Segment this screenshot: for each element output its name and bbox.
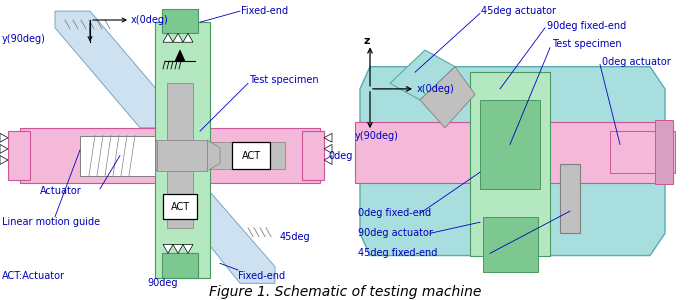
Bar xyxy=(8,131,30,180)
Text: Linear motion guide: Linear motion guide xyxy=(2,217,100,227)
Text: Test specimen: Test specimen xyxy=(249,75,319,85)
Polygon shape xyxy=(0,156,8,164)
Text: Figure 1. Schematic of testing machine: Figure 1. Schematic of testing machine xyxy=(209,285,481,299)
Text: 0deg fixed-end: 0deg fixed-end xyxy=(358,208,431,218)
Text: Fixed-end: Fixed-end xyxy=(238,271,285,281)
Bar xyxy=(163,194,197,219)
Polygon shape xyxy=(324,133,332,142)
Bar xyxy=(483,217,538,272)
Polygon shape xyxy=(0,133,8,142)
Text: 45deg actuator: 45deg actuator xyxy=(481,6,556,16)
Text: 0deg actuator: 0deg actuator xyxy=(602,57,671,67)
Polygon shape xyxy=(167,83,193,144)
Bar xyxy=(480,100,540,189)
Text: x(0deg): x(0deg) xyxy=(131,15,169,25)
Polygon shape xyxy=(324,144,332,153)
Bar xyxy=(610,131,675,173)
Polygon shape xyxy=(175,50,185,61)
Text: ACT:Actuator: ACT:Actuator xyxy=(2,271,65,281)
Polygon shape xyxy=(163,244,173,253)
Bar xyxy=(655,120,673,184)
Text: x(0deg): x(0deg) xyxy=(417,84,455,94)
Text: Test specimen: Test specimen xyxy=(552,39,622,50)
Bar xyxy=(80,136,155,175)
Text: y(90deg): y(90deg) xyxy=(355,130,399,141)
Text: 90deg fixed-end: 90deg fixed-end xyxy=(547,21,627,31)
Text: 45deg: 45deg xyxy=(280,232,311,242)
Text: z: z xyxy=(364,36,371,46)
Polygon shape xyxy=(167,169,193,228)
Polygon shape xyxy=(324,156,332,164)
Polygon shape xyxy=(420,67,475,128)
Bar xyxy=(20,128,320,183)
Polygon shape xyxy=(157,140,207,171)
Text: ACT: ACT xyxy=(241,151,261,160)
Text: 90deg: 90deg xyxy=(148,278,178,288)
Polygon shape xyxy=(0,144,8,153)
Bar xyxy=(155,22,210,278)
Polygon shape xyxy=(183,244,193,253)
Polygon shape xyxy=(207,140,220,171)
Bar xyxy=(232,142,270,169)
Polygon shape xyxy=(173,244,183,253)
Polygon shape xyxy=(390,50,455,100)
Polygon shape xyxy=(80,142,155,169)
Polygon shape xyxy=(173,33,183,42)
Bar xyxy=(470,72,550,256)
Text: ACT: ACT xyxy=(170,202,190,212)
Polygon shape xyxy=(163,33,173,42)
Text: 45deg fixed-end: 45deg fixed-end xyxy=(358,248,437,258)
Bar xyxy=(302,131,324,180)
Text: Actuator: Actuator xyxy=(40,186,81,196)
Text: y(90deg): y(90deg) xyxy=(2,34,46,44)
Polygon shape xyxy=(55,11,175,128)
Text: 0deg: 0deg xyxy=(328,151,353,160)
Polygon shape xyxy=(560,164,580,233)
Bar xyxy=(355,122,673,183)
Polygon shape xyxy=(183,33,193,42)
Bar xyxy=(162,253,198,278)
Text: Fixed-end: Fixed-end xyxy=(241,6,288,16)
Text: 90deg actuator: 90deg actuator xyxy=(358,228,433,238)
Polygon shape xyxy=(160,169,275,283)
Polygon shape xyxy=(360,67,665,256)
Polygon shape xyxy=(210,142,285,169)
Bar xyxy=(162,9,198,33)
Polygon shape xyxy=(143,140,157,171)
